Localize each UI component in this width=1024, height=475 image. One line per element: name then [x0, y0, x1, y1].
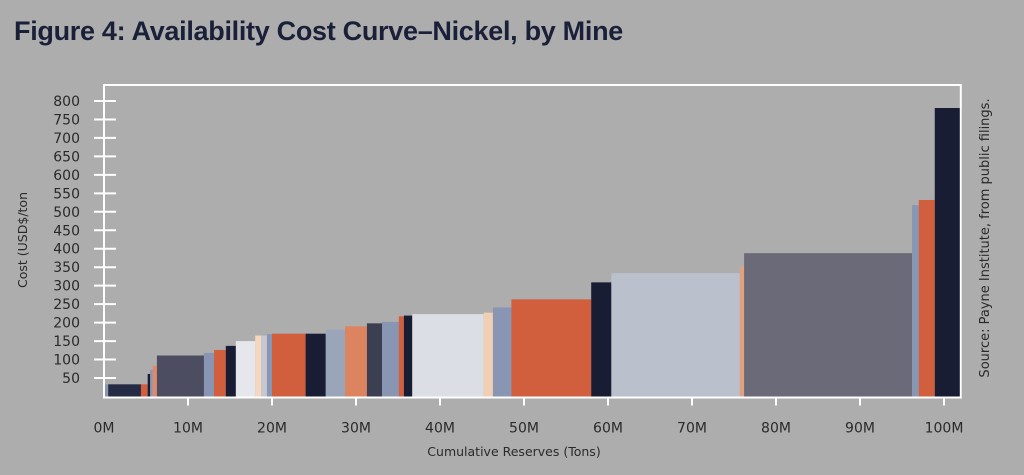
y-tick-label: 350 — [53, 260, 80, 276]
x-tick-label: 20M — [257, 421, 287, 437]
chart-title: Figure 4: Availability Cost Curve–Nickel… — [14, 16, 623, 46]
bar-mine-3 — [140, 384, 148, 397]
bar-mine-5 — [150, 369, 153, 397]
bar-mine-28 — [611, 273, 740, 397]
bar-mine-20 — [382, 321, 399, 397]
bar-mine-9 — [214, 349, 226, 397]
bar-mine-7 — [156, 355, 204, 397]
y-tick-label: 400 — [53, 242, 80, 258]
bars-group — [104, 108, 962, 397]
y-tick-label: 800 — [53, 94, 80, 110]
y-tick-label: 250 — [53, 297, 80, 313]
bar-mine-25 — [492, 307, 512, 397]
bar-mine-33 — [934, 108, 962, 397]
y-axis-title: Cost (USD$/ton — [15, 192, 30, 288]
y-tick-label: 600 — [53, 168, 80, 184]
bar-mine-4 — [147, 373, 151, 397]
bar-mine-26 — [511, 299, 592, 397]
y-tick-label: 700 — [53, 131, 80, 147]
bar-mine-13 — [261, 335, 267, 397]
y-tick-label: 450 — [53, 223, 80, 239]
bar-mine-32 — [918, 199, 935, 397]
bar-mine-15 — [272, 333, 306, 397]
x-tick-label: 80M — [761, 421, 791, 437]
y-tick-label: 650 — [53, 149, 80, 165]
x-tick-label: 0M — [94, 421, 115, 437]
y-tick-label: 100 — [53, 353, 80, 369]
bar-mine-8 — [203, 352, 215, 397]
bar-mine-6 — [152, 365, 157, 397]
bar-mine-10 — [225, 345, 236, 397]
y-tick-label: 500 — [53, 205, 80, 221]
bar-mine-11 — [235, 341, 256, 397]
y-axis-ticks: 50 100 150 200 250 300 350 400 450 500 550 600 650 70… — [53, 94, 116, 387]
bar-mine-18 — [345, 326, 367, 397]
bar-mine-27 — [591, 282, 612, 397]
bar-mine-12 — [255, 335, 262, 397]
y-tick-label: 300 — [53, 279, 80, 295]
x-tick-label: 100M — [925, 421, 964, 437]
y-tick-label: 550 — [53, 186, 80, 202]
bar-mine-29 — [739, 266, 745, 397]
x-tick-label: 10M — [173, 421, 203, 437]
bar-mine-17 — [325, 329, 346, 397]
bar-mine-1 — [104, 384, 109, 397]
bar-mine-22 — [403, 315, 413, 397]
bar-mine-19 — [366, 323, 383, 397]
x-tick-label: 70M — [677, 421, 707, 437]
x-tick-label: 60M — [593, 421, 623, 437]
bar-mine-14 — [266, 334, 272, 397]
source-note: Source: Payne Institute, from public fil… — [978, 98, 993, 377]
y-tick-label: 200 — [53, 316, 80, 332]
x-tick-label: 40M — [425, 421, 455, 437]
bar-mine-2 — [108, 384, 141, 397]
bar-mine-24 — [483, 312, 493, 397]
x-tick-label: 90M — [845, 421, 875, 437]
x-tick-label: 50M — [509, 421, 539, 437]
x-axis-title: Cumulative Reserves (Tons) — [427, 444, 600, 459]
y-tick-label: 150 — [53, 334, 80, 350]
y-tick-label: 750 — [53, 112, 80, 128]
bar-mine-30 — [744, 253, 913, 397]
bar-mine-16 — [305, 333, 326, 397]
bar-mine-23 — [412, 314, 484, 397]
y-tick-label: 50 — [62, 371, 80, 387]
bar-mine-31 — [912, 205, 919, 397]
x-axis-ticks: 0M 10M 20M 30M 40M 50M 60M 70M 80M 90M 100M — [94, 397, 964, 437]
x-tick-label: 30M — [341, 421, 371, 437]
plot-frame — [103, 84, 962, 399]
bar-mine-21 — [398, 316, 404, 397]
